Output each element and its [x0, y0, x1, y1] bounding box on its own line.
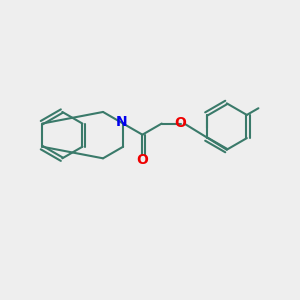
Text: N: N	[116, 115, 127, 129]
Text: O: O	[136, 153, 148, 167]
Text: O: O	[175, 116, 187, 130]
